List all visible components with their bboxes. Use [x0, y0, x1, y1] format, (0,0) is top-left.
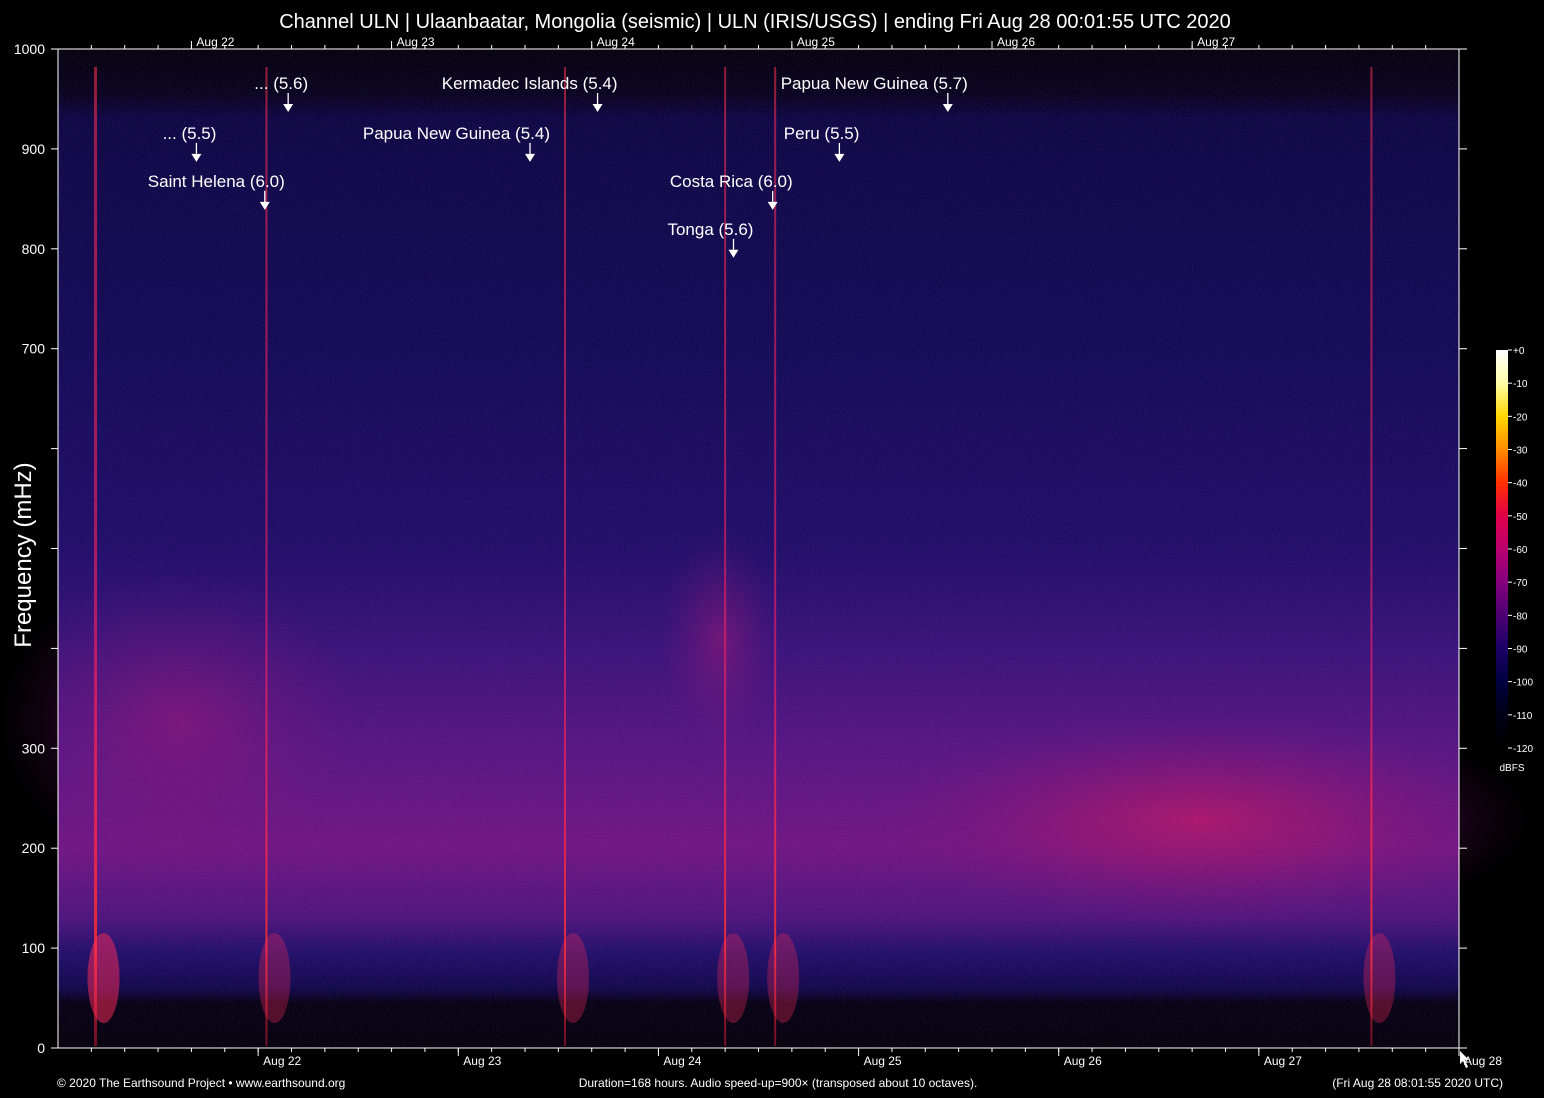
event-annotation-arrow-head — [525, 153, 536, 162]
event-annotation-label: Peru (5.5) — [784, 124, 860, 143]
y-tick-label: 900 — [22, 141, 46, 157]
colorbar-tick-label: -50 — [1513, 512, 1528, 523]
spectrogram-area — [0, 49, 1530, 1048]
footer-duration: Duration=168 hours. Audio speed-up=900× … — [579, 1076, 978, 1090]
y-tick-label: 300 — [22, 740, 46, 756]
x-tick-label-top: Aug 26 — [997, 35, 1035, 49]
y-tick-label: 0 — [37, 1040, 45, 1056]
colorbar-tick-label: -90 — [1513, 645, 1528, 656]
x-tick-label-top: Aug 27 — [1197, 35, 1235, 49]
event-annotation-label: ... (5.6) — [254, 74, 308, 93]
x-tick-label: Aug 26 — [1064, 1054, 1102, 1068]
event-low-freq-glow — [717, 933, 750, 1024]
colorbar-tick-label: -60 — [1513, 545, 1528, 556]
colorbar-tick-label: +0 — [1513, 346, 1525, 357]
event-annotation-label: Papua New Guinea (5.7) — [781, 74, 968, 93]
cursor-icon — [1460, 1051, 1469, 1068]
colorbar-tick-label: -100 — [1513, 678, 1533, 689]
event-line — [724, 67, 727, 1046]
colorbar-tick-label: -40 — [1513, 479, 1528, 490]
x-tick-label: Aug 28 — [1464, 1054, 1502, 1068]
x-tick-label-top: Aug 23 — [397, 35, 435, 49]
x-tick-label: Aug 23 — [463, 1054, 501, 1068]
event-annotation-label: Tonga (5.6) — [667, 220, 753, 239]
event-low-freq-glow — [1363, 933, 1396, 1024]
event-annotation-label: Kermadec Islands (5.4) — [442, 74, 618, 93]
event-annotation-arrow-head — [283, 103, 294, 112]
y-tick-label: 100 — [22, 940, 46, 956]
event-low-freq-glow — [87, 933, 120, 1024]
event-line — [774, 67, 777, 1046]
colorbar-tick-label: -120 — [1513, 744, 1533, 755]
event-annotation-label: Costa Rica (6.0) — [670, 172, 793, 191]
event-annotation-label: Saint Helena (6.0) — [148, 172, 285, 191]
footer-copyright: © 2020 The Earthsound Project • www.eart… — [57, 1076, 345, 1090]
x-tick-label-top: Aug 22 — [196, 35, 234, 49]
event-low-freq-glow — [557, 933, 590, 1024]
event-annotation-arrow-head — [259, 201, 270, 210]
x-tick-label-top: Aug 25 — [797, 35, 835, 49]
event-line — [94, 67, 98, 1046]
colorbar-unit: dBFS — [1499, 763, 1524, 774]
event-low-freq-glow — [258, 933, 291, 1024]
x-tick-label: Aug 27 — [1264, 1054, 1302, 1068]
chart-title: Channel ULN | Ulaanbaatar, Mongolia (sei… — [279, 11, 1231, 33]
colorbar-gradient — [1496, 350, 1508, 748]
event-annotation-arrow-head — [834, 153, 845, 162]
y-tick-label: 700 — [22, 341, 46, 357]
event-line — [265, 67, 268, 1046]
colorbar: +0 -10 -20 -30 -40 -50 -60 -70 -80 -90 -100 -110 -12… — [1496, 346, 1533, 774]
event-annotation-label: Papua New Guinea (5.4) — [363, 124, 550, 143]
y-tick-label: 1000 — [14, 41, 45, 57]
y-tick-label: 200 — [22, 840, 46, 856]
colorbar-tick-label: -30 — [1513, 446, 1528, 457]
event-annotation-arrow-head — [942, 103, 953, 112]
footer-timestamp: (Fri Aug 28 08:01:55 2020 UTC) — [1332, 1076, 1503, 1090]
event-annotation-arrow-head — [728, 249, 739, 258]
event-annotation-arrow-head — [191, 153, 202, 162]
event-annotation-arrow-head — [592, 103, 603, 112]
colorbar-tick-label: -20 — [1513, 412, 1528, 423]
event-annotation-label: ... (5.5) — [163, 124, 217, 143]
colorbar-tick-label: -10 — [1513, 379, 1528, 390]
y-axis-label: Frequency (mHz) — [10, 462, 37, 647]
event-annotation-arrow-head — [767, 201, 778, 210]
colorbar-tick-label: -110 — [1513, 711, 1533, 722]
colorbar-tick-label: -70 — [1513, 578, 1528, 589]
y-tick-label: 800 — [22, 241, 46, 257]
event-low-freq-glow — [767, 933, 800, 1024]
x-tick-label: Aug 22 — [263, 1054, 301, 1068]
event-line — [1370, 67, 1373, 1046]
x-tick-label: Aug 25 — [864, 1054, 902, 1068]
event-line — [564, 67, 567, 1046]
colorbar-tick-label: -80 — [1513, 611, 1528, 622]
x-tick-label-top: Aug 24 — [597, 35, 635, 49]
x-tick-label: Aug 24 — [663, 1054, 701, 1068]
